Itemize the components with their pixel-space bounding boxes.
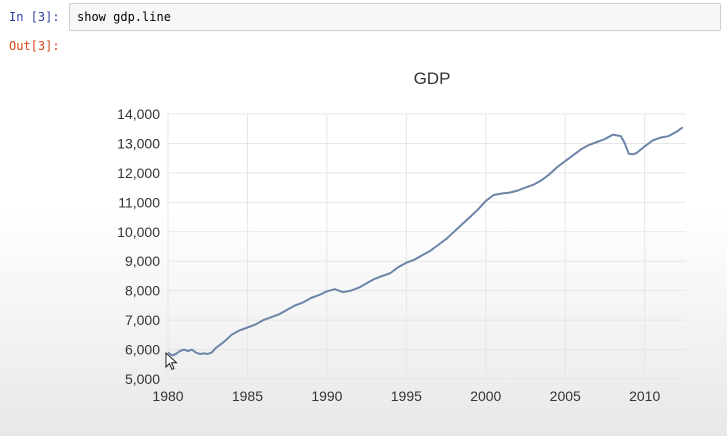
input-prompt: In [3]: xyxy=(9,10,60,24)
y-tick-label: 5,000 xyxy=(125,371,160,387)
x-tick-label: 1990 xyxy=(311,388,342,404)
x-tick-label: 2005 xyxy=(550,388,581,404)
x-axis-ticks: 1980 1985 1990 1995 2000 2005 2010 xyxy=(152,388,660,404)
x-tick-label: 2010 xyxy=(629,388,660,404)
y-axis-ticks: 5,000 6,000 7,000 8,000 9,000 10,000 11,000 12,… xyxy=(117,106,160,387)
y-tick-label: 12,000 xyxy=(117,165,160,181)
gdp-series-line xyxy=(167,126,684,357)
x-tick-label: 1985 xyxy=(232,388,263,404)
y-tick-label: 10,000 xyxy=(117,224,160,240)
x-tick-label: 2000 xyxy=(470,388,501,404)
y-tick-label: 14,000 xyxy=(117,106,160,122)
y-tick-label: 11,000 xyxy=(118,194,160,210)
y-tick-label: 8,000 xyxy=(125,283,160,299)
code-text: show gdp.line xyxy=(77,10,171,24)
code-input[interactable]: show gdp.line xyxy=(69,3,721,31)
chart-output: GDP 5,000 6,000 7,000 8,000 9,000 10,000 11,00… xyxy=(0,55,727,436)
x-tick-label: 1980 xyxy=(152,388,183,404)
x-tick-label: 1995 xyxy=(391,388,422,404)
mouse-pointer-icon xyxy=(165,352,178,371)
chart-title: GDP xyxy=(414,69,451,88)
input-cell: In [3]: show gdp.line xyxy=(0,0,727,36)
y-tick-label: 7,000 xyxy=(125,312,160,328)
grid-lines xyxy=(167,113,686,380)
y-tick-label: 9,000 xyxy=(125,253,160,269)
output-prompt: Out[3]: xyxy=(9,39,60,53)
gdp-line-chart: GDP 5,000 6,000 7,000 8,000 9,000 10,000 11,00… xyxy=(117,69,686,404)
series-group xyxy=(167,126,684,357)
y-tick-label: 6,000 xyxy=(125,342,160,358)
y-tick-label: 13,000 xyxy=(117,135,160,151)
